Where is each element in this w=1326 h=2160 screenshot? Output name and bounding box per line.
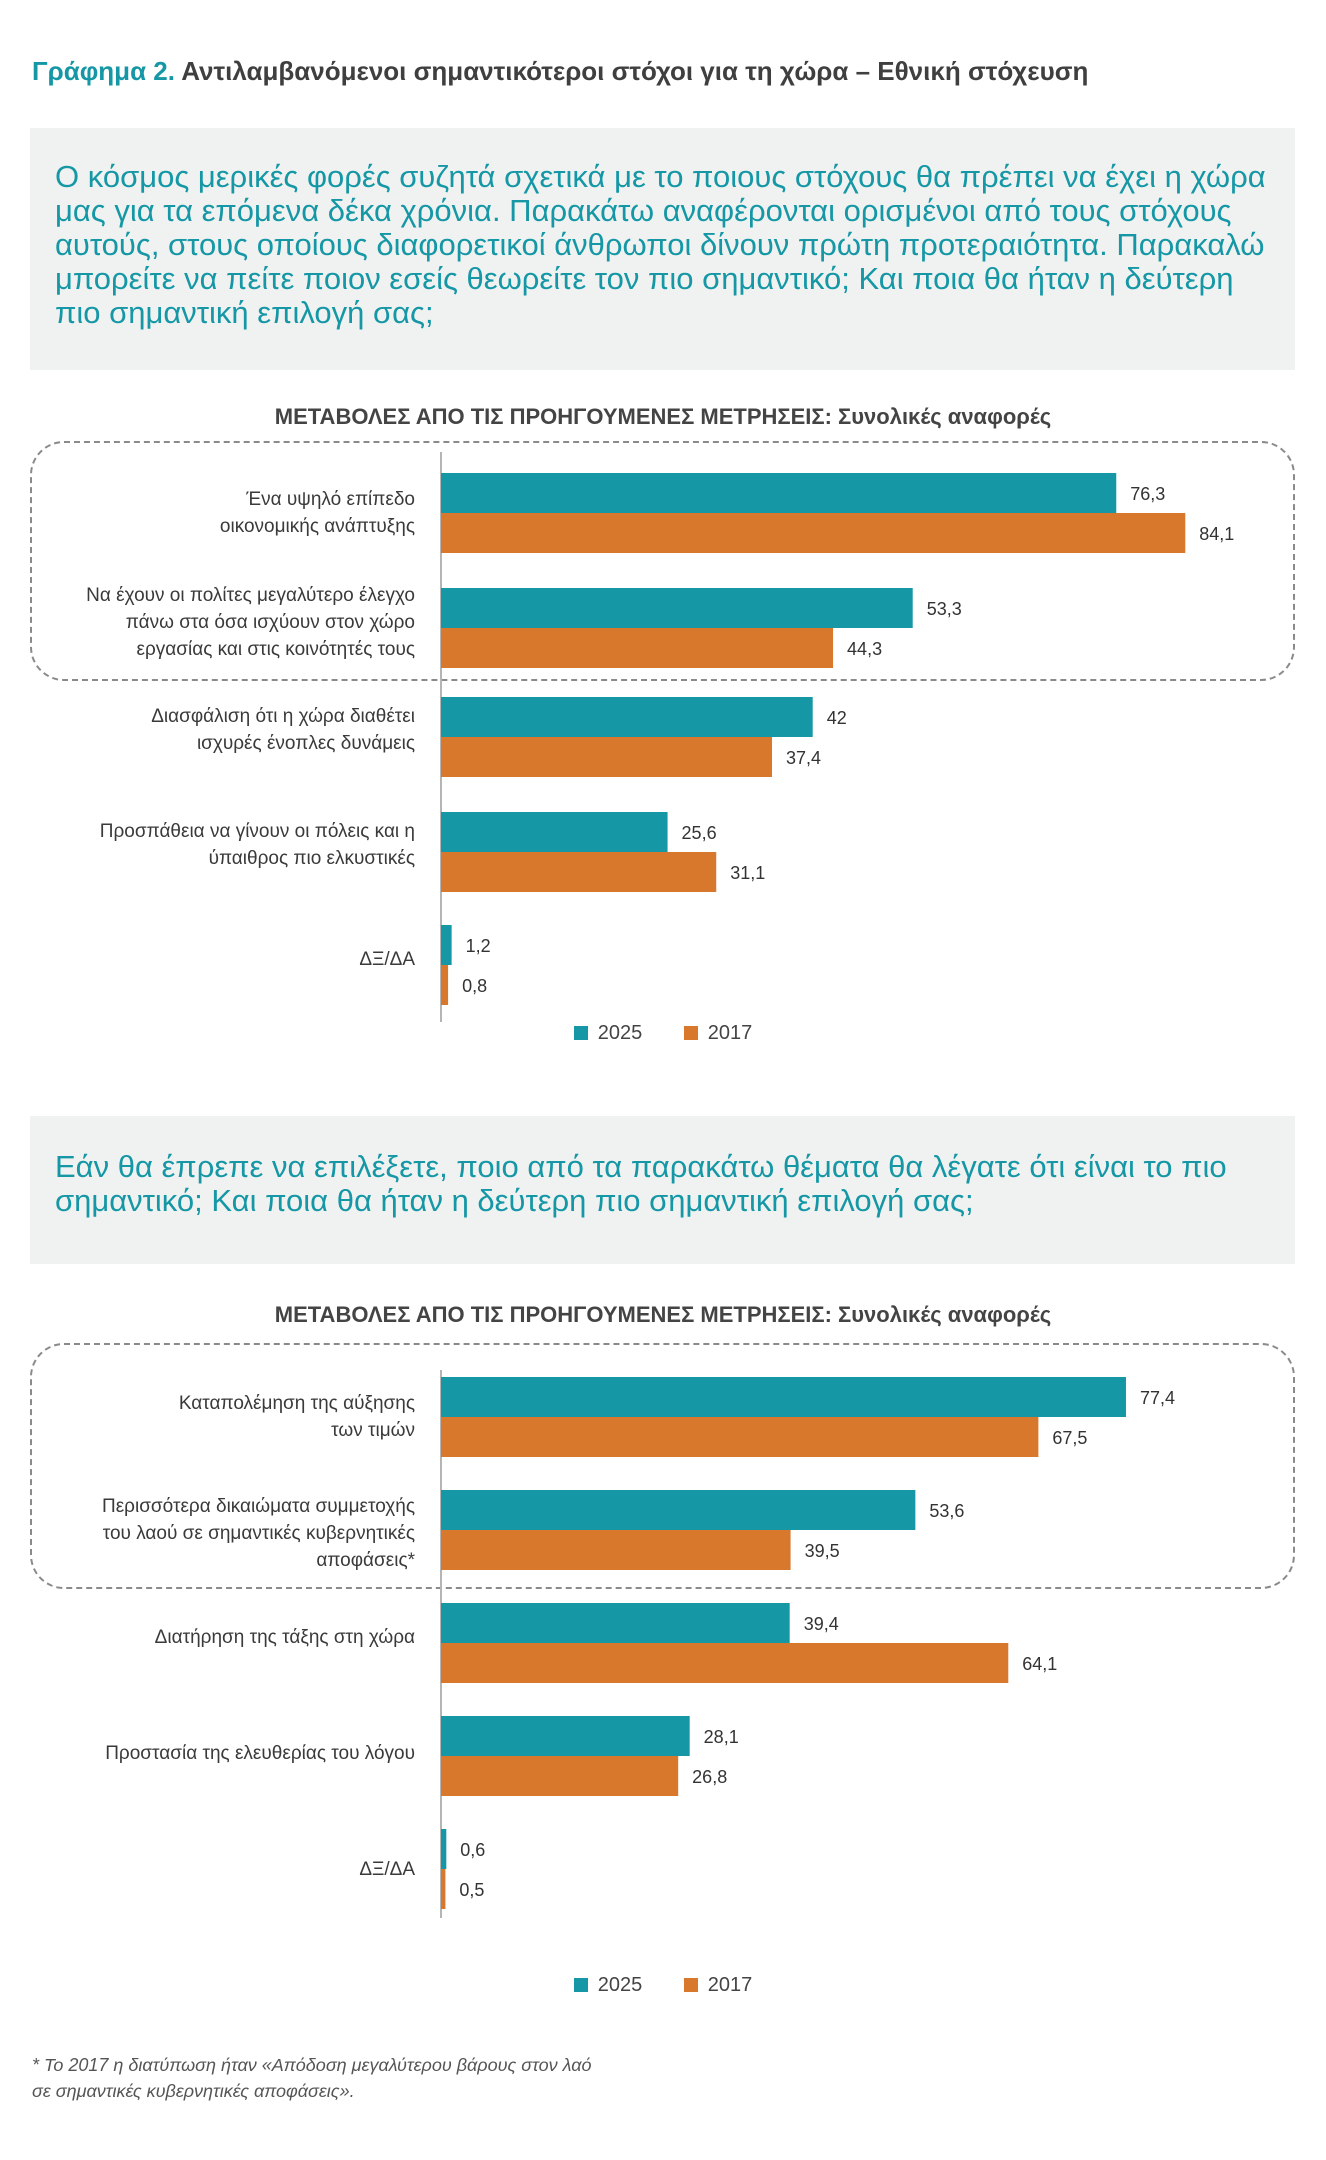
question-text-1: Ο κόσμος μερικές φορές συζητά σχετικά με…	[55, 159, 1266, 330]
bar-2017	[441, 1869, 446, 1909]
figure-number: Γράφημα 2.	[32, 56, 175, 86]
data-label-2025: 39,4	[804, 1614, 839, 1634]
chart-subtitle-1: ΜΕΤΑΒΟΛΕΣ ΑΠΟ ΤΙΣ ΠΡΟΗΓΟΥΜΕΝΕΣ ΜΕΤΡΗΣΕΙΣ…	[274, 404, 1052, 429]
data-label-2017: 64,1	[1022, 1654, 1057, 1674]
category-label: Διασφάλιση ότι η χώρα διαθέτει ισχυρές έν…	[151, 706, 415, 754]
chart-subtitle-2: ΜΕΤΑΒΟΛΕΣ ΑΠΟ ΤΙΣ ΠΡΟΗΓΟΥΜΕΝΕΣ ΜΕΤΡΗΣΕΙΣ…	[274, 1302, 1052, 1327]
category-label: Ένα υψηλό επίπεδο οικονομικής ανάπτυξης	[219, 489, 415, 537]
legend-swatch-2025	[573, 1978, 588, 1992]
data-label-2017: 0,8	[462, 976, 487, 996]
category-label: Προστασία της ελευθερίας του λόγου	[105, 1743, 415, 1764]
data-label-2017: 67,5	[1052, 1428, 1087, 1448]
bar-2025	[441, 697, 813, 737]
category-label: ΔΞ/ΔΑ	[359, 949, 415, 970]
legend-swatch-2017	[683, 1978, 698, 1992]
bar-2025	[441, 1490, 916, 1530]
bar-2025	[441, 1603, 790, 1643]
figure-title: Γράφημα 2. Αντιλαμβανόμενοι σημαντικότερ…	[32, 56, 1088, 87]
legend-item-2017: 2017	[683, 1022, 752, 1045]
highlight-box-2	[30, 1343, 1295, 1589]
data-label-2025: 42	[827, 708, 847, 728]
data-label-2025: 53,3	[927, 599, 962, 619]
question-box-2: Εάν θα έπρεπε να επιλέξετε, ποιο από τα …	[30, 1116, 1295, 1264]
bar-2017	[441, 852, 717, 892]
data-label-2017: 84,1	[1199, 524, 1234, 544]
data-label-2025: 0,6	[460, 1840, 485, 1860]
bar-2025	[441, 1377, 1126, 1417]
category-label: Διατήρηση της τάξης στη χώρα	[154, 1627, 415, 1648]
highlight-box-1	[30, 441, 1295, 681]
legend-2: 2025 2017	[0, 1974, 1326, 1997]
data-label-2017: 44,3	[847, 639, 882, 659]
bar-2017	[441, 737, 772, 777]
data-label-2017: 31,1	[730, 863, 765, 883]
bar-2025	[441, 925, 452, 965]
data-label-2025: 77,4	[1140, 1388, 1175, 1408]
bar-2025	[441, 588, 913, 628]
bar-2025	[441, 812, 668, 852]
category-label: Να έχουν οι πολίτες μεγαλύτερο έλεγχο πάν…	[86, 585, 415, 660]
legend-1: 2025 2017	[0, 1022, 1326, 1045]
question-box-1: Ο κόσμος μερικές φορές συζητά σχετικά με…	[30, 128, 1295, 370]
bar-2017	[441, 1417, 1039, 1457]
data-label-2025: 1,2	[466, 936, 491, 956]
data-label-2025: 53,6	[929, 1501, 964, 1521]
question-text-2: Εάν θα έπρεπε να επιλέξετε, ποιο από τα …	[55, 1149, 1227, 1218]
data-label-2017: 39,5	[805, 1541, 840, 1561]
bar-2025	[441, 1716, 690, 1756]
legend-swatch-2025	[573, 1026, 588, 1040]
data-label-2017: 37,4	[786, 748, 821, 768]
bar-2017	[441, 513, 1186, 553]
figure-title-text: Αντιλαμβανόμενοι σημαντικότεροι στόχοι γ…	[181, 56, 1089, 86]
data-label-2017: 26,8	[692, 1767, 727, 1787]
legend-item-2025: 2025	[573, 1022, 642, 1045]
bar-2017	[441, 1643, 1009, 1683]
footnote-line: * Το 2017 η διατύπωση ήταν «Απόδοση μεγα…	[32, 2055, 592, 2075]
bar-2017	[441, 965, 449, 1005]
data-label-2025: 25,6	[682, 823, 717, 843]
bar-2017	[441, 1756, 679, 1796]
legend-swatch-2017	[683, 1026, 698, 1040]
category-label: ΔΞ/ΔΑ	[359, 1859, 415, 1880]
footnote: * Το 2017 η διατύπωση ήταν «Απόδοση μεγα…	[32, 2052, 592, 2104]
bar-2025	[441, 473, 1117, 513]
category-label: Καταπολέμηση της αύξησης των τιμών	[178, 1393, 415, 1441]
footnote-line: σε σημαντικές κυβερνητικές αποφάσεις».	[32, 2081, 355, 2101]
bar-2017	[441, 628, 834, 668]
bar-2025	[441, 1829, 447, 1869]
data-label-2025: 28,1	[704, 1727, 739, 1747]
data-label-2017: 0,5	[459, 1880, 484, 1900]
category-label: Προσπάθεια να γίνουν οι πόλεις και η ύπαι…	[99, 821, 415, 869]
legend-item-2017: 2017	[683, 1974, 752, 1997]
bar-2017	[441, 1530, 791, 1570]
category-label: Περισσότερα δικαιώματα συμμετοχής του λαο…	[101, 1496, 415, 1571]
legend-item-2025: 2025	[573, 1974, 642, 1997]
data-label-2025: 76,3	[1130, 484, 1165, 504]
